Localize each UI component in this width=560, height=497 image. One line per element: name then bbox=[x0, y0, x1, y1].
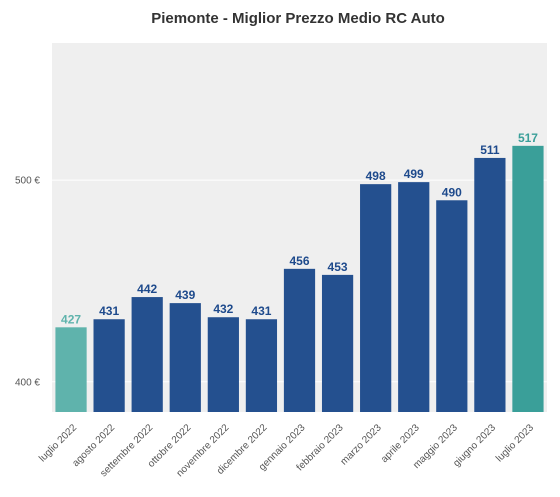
bar-novembre-2022 bbox=[207, 317, 239, 412]
bar-aprile-2023 bbox=[398, 182, 430, 412]
y-axis: 400 € 500 € bbox=[15, 176, 40, 389]
bar-luglio-2022 bbox=[55, 327, 87, 412]
bar-febbraio-2023 bbox=[321, 274, 354, 412]
bar-value-label: 490 bbox=[442, 185, 462, 199]
bar-value-label: 499 bbox=[404, 167, 424, 181]
bar-value-label: 432 bbox=[213, 302, 233, 316]
bars-layer bbox=[55, 145, 544, 412]
bar-ottobre-2022 bbox=[169, 303, 201, 412]
x-tick-label: luglio 2023 bbox=[494, 422, 536, 464]
bar-giugno-2023 bbox=[474, 157, 506, 412]
bar-agosto-2022 bbox=[93, 319, 125, 412]
bar-maggio-2023 bbox=[436, 200, 468, 412]
bar-value-label: 456 bbox=[289, 254, 309, 268]
bar-value-label: 498 bbox=[366, 169, 386, 183]
bar-dicembre-2022 bbox=[245, 319, 278, 412]
bar-settembre-2022 bbox=[131, 297, 163, 412]
chart-title: Piemonte - Miglior Prezzo Medio RC Auto bbox=[151, 10, 445, 27]
bar-value-label: 431 bbox=[251, 304, 271, 318]
y-tick-label: 400 € bbox=[15, 377, 40, 388]
y-tick-label: 500 € bbox=[15, 176, 40, 187]
bar-value-label: 427 bbox=[61, 312, 81, 326]
bar-gennaio-2023 bbox=[283, 268, 316, 412]
bar-value-label: 442 bbox=[137, 282, 157, 296]
bar-marzo-2023 bbox=[360, 184, 392, 412]
bar-value-labels: 427 431 442 439 432 431 456 453 498 499 490 511 517 bbox=[61, 131, 538, 326]
bar-value-label: 431 bbox=[99, 304, 119, 318]
bar-value-label: 453 bbox=[328, 260, 348, 274]
bar-value-label: 517 bbox=[518, 131, 538, 145]
x-tick-label: marzo 2023 bbox=[339, 422, 384, 467]
bar-value-label: 439 bbox=[175, 288, 195, 302]
bar-luglio-2023 bbox=[512, 145, 544, 412]
bar-value-label: 511 bbox=[480, 143, 500, 157]
